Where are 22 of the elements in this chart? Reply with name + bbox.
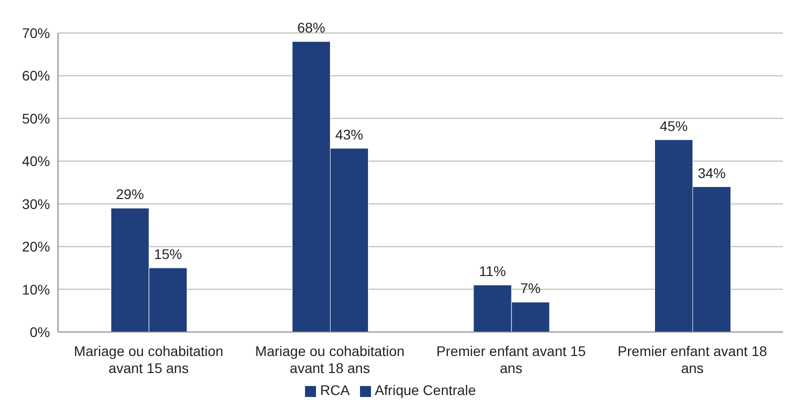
data-label: 68% bbox=[297, 20, 326, 36]
legend-label: RCA bbox=[320, 382, 350, 398]
data-label: 15% bbox=[154, 246, 182, 262]
x-tick-label: Mariage ou cohabitation avant 15 ans bbox=[74, 343, 224, 376]
data-label: 7% bbox=[520, 280, 541, 296]
y-tick-label: 10% bbox=[22, 281, 50, 298]
x-tick-label: Premier enfant avant 18 ans bbox=[618, 343, 768, 376]
data-label: 43% bbox=[335, 126, 364, 142]
y-tick-label: 0% bbox=[30, 324, 50, 340]
x-tick-label: Premier enfant avant 15 ans bbox=[436, 343, 586, 376]
data-label: 29% bbox=[116, 186, 144, 202]
y-tick-label: 40% bbox=[22, 153, 50, 170]
y-tick-label: 30% bbox=[22, 196, 50, 212]
data-label: 11% bbox=[479, 263, 506, 280]
x-tick-label: Mariage ou cohabitation avant 18 ans bbox=[255, 343, 405, 376]
y-tick-label: 50% bbox=[22, 110, 50, 126]
y-tick-label: 60% bbox=[22, 68, 50, 84]
data-label: 34% bbox=[698, 164, 726, 181]
y-tick-label: 70% bbox=[22, 24, 50, 41]
y-tick-label: 20% bbox=[22, 238, 50, 255]
data-label: 45% bbox=[660, 118, 688, 134]
legend-label: Afrique Centrale bbox=[374, 382, 476, 398]
